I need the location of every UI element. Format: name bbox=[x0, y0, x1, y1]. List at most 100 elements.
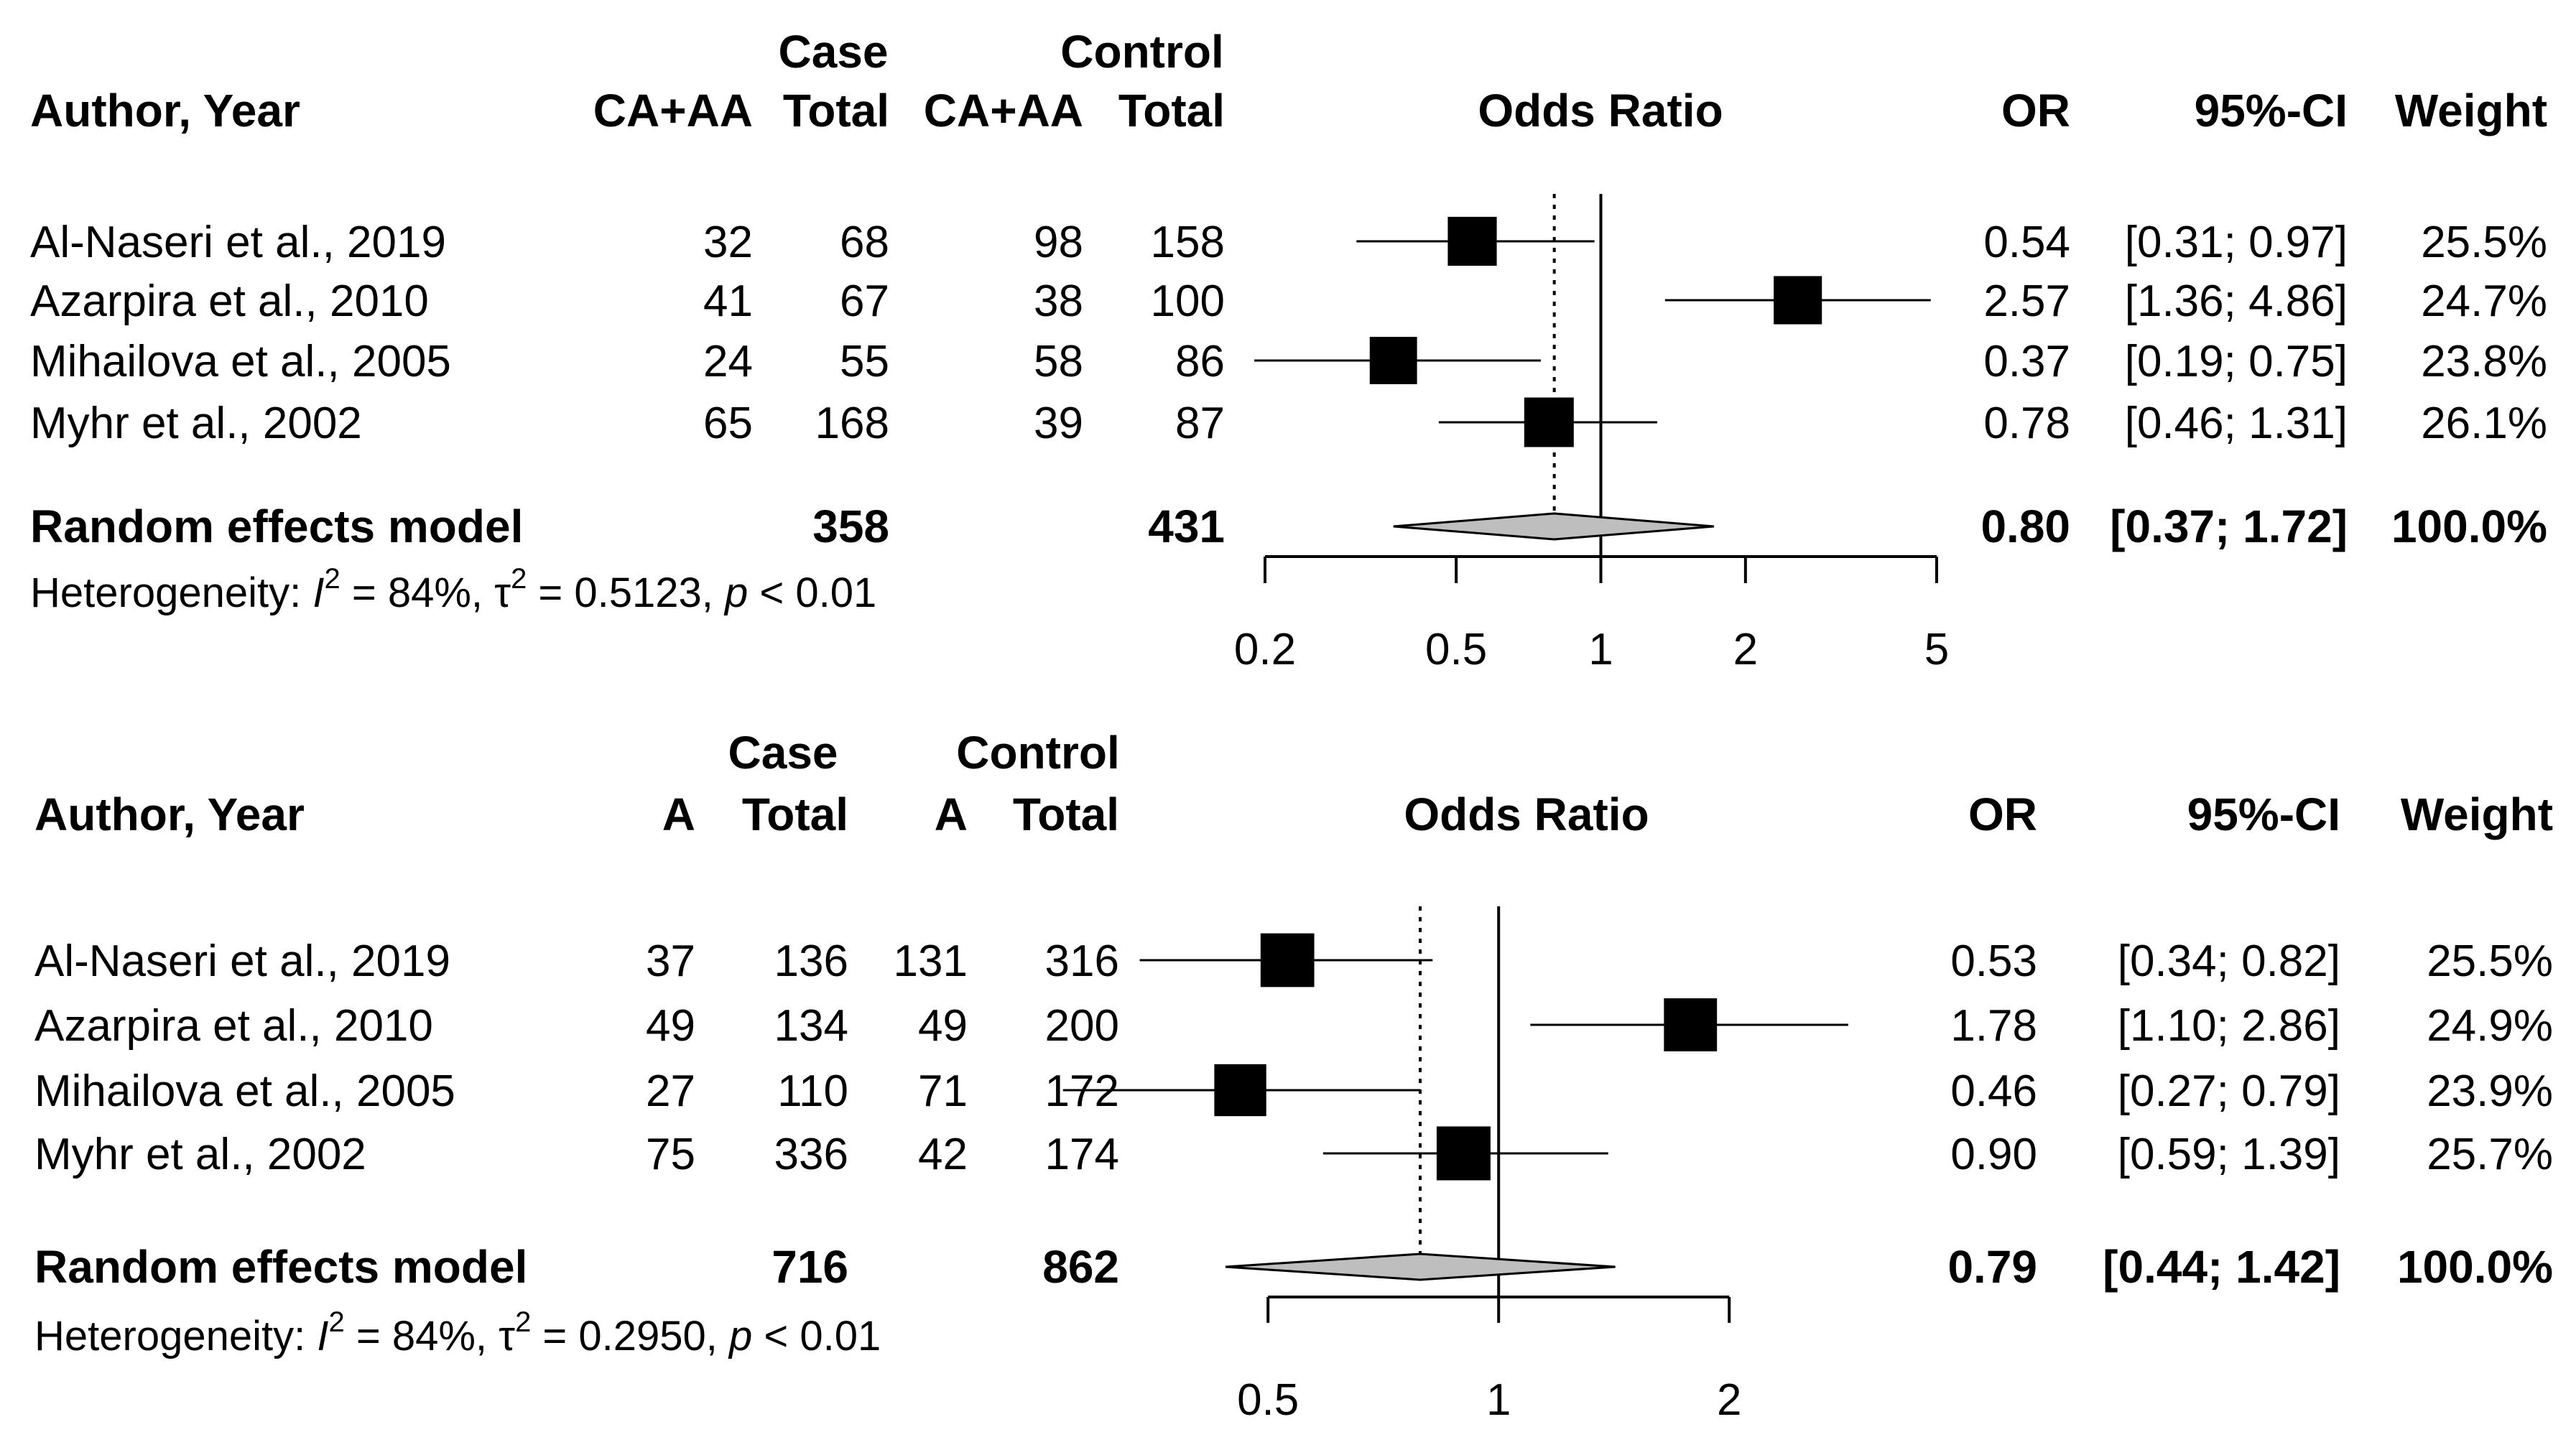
header-case: Case bbox=[779, 26, 889, 78]
study-author: Mihailova et al., 2005 bbox=[30, 337, 451, 386]
tau2-superscript: 2 bbox=[515, 1306, 531, 1338]
study-row: Al-Naseri et al., 2019 32 68 98 158 0.54 [0.31… bbox=[30, 216, 2547, 267]
study-control-total: 100 bbox=[1151, 276, 1225, 326]
header-95-ci: 95%-CI bbox=[2195, 85, 2348, 136]
study-case-total: 136 bbox=[774, 936, 848, 986]
study-author: Myhr et al., 2002 bbox=[30, 399, 362, 448]
p-value: < 0.01 bbox=[748, 570, 876, 616]
header-weight: Weight bbox=[2395, 85, 2547, 136]
i2-superscript: 2 bbox=[324, 563, 340, 595]
header-odds-ratio: Odds Ratio bbox=[1404, 789, 1649, 840]
study-ci: [0.19; 0.75] bbox=[2125, 337, 2348, 386]
study-control-events: 39 bbox=[1034, 399, 1083, 448]
forest-panel-2: Case Control Author, Year A Total A Total Odds … bbox=[34, 727, 2553, 1425]
study-or: 1.78 bbox=[1950, 1001, 2037, 1051]
study-case-total: 168 bbox=[815, 399, 889, 448]
study-weight: 23.9% bbox=[2427, 1066, 2553, 1116]
header-or: OR bbox=[1968, 789, 2037, 840]
study-control-total: 174 bbox=[1045, 1130, 1119, 1179]
tau2-symbol: τ bbox=[494, 570, 511, 616]
study-row: Al-Naseri et al., 2019 37 136 131 316 0.53 [0.… bbox=[34, 933, 2553, 987]
study-row: Azarpira et al., 2010 41 67 38 100 2.57 [1.36;… bbox=[30, 276, 2547, 326]
study-weight: 24.7% bbox=[2421, 276, 2547, 326]
pooled-weight: 100.0% bbox=[2397, 1241, 2553, 1293]
study-point-box bbox=[1214, 1064, 1266, 1117]
tau2-superscript: 2 bbox=[511, 563, 527, 595]
study-or: 0.46 bbox=[1950, 1066, 2037, 1116]
pooled-control-total: 862 bbox=[1042, 1241, 1119, 1293]
p-value: < 0.01 bbox=[752, 1313, 881, 1359]
study-point-box bbox=[1260, 933, 1315, 987]
pooled-control-total: 431 bbox=[1148, 501, 1225, 552]
study-control-total: 87 bbox=[1175, 399, 1225, 448]
pooled-diamond bbox=[1225, 1252, 1616, 1281]
study-ci: [0.46; 1.31] bbox=[2125, 399, 2348, 448]
pooled-weight: 100.0% bbox=[2391, 501, 2547, 552]
study-author: Al-Naseri et al., 2019 bbox=[30, 218, 446, 267]
study-author: Azarpira et al., 2010 bbox=[30, 276, 429, 326]
i2-symbol: I bbox=[312, 570, 324, 616]
study-weight: 24.9% bbox=[2427, 1001, 2553, 1051]
study-case-total: 336 bbox=[774, 1130, 848, 1179]
study-point-box bbox=[1774, 276, 1822, 325]
pooled-row: Random effects model 358 431 0.80 [0.37; 1.7… bbox=[30, 501, 2547, 552]
study-case-total: 55 bbox=[840, 337, 889, 386]
study-point-box bbox=[1447, 216, 1497, 266]
header-95-ci: 95%-CI bbox=[2187, 789, 2340, 840]
study-case-events: 49 bbox=[646, 1001, 695, 1051]
header-or: OR bbox=[2001, 85, 2070, 136]
study-ci: [1.10; 2.86] bbox=[2118, 1001, 2340, 1051]
study-case-total: 110 bbox=[777, 1066, 848, 1116]
study-case-events: 24 bbox=[703, 337, 753, 386]
study-case-events: 41 bbox=[703, 276, 753, 326]
study-control-events: 38 bbox=[1034, 276, 1083, 326]
study-control-total: 86 bbox=[1175, 337, 1225, 386]
heterogeneity-text: Heterogeneity: I2 = 84%, τ2 = 0.5123, p … bbox=[30, 563, 876, 616]
study-point-box bbox=[1524, 397, 1574, 447]
study-author: Al-Naseri et al., 2019 bbox=[34, 936, 450, 986]
i2-superscript: 2 bbox=[328, 1306, 344, 1338]
study-weight: 25.5% bbox=[2427, 936, 2553, 986]
header-author-year: Author, Year bbox=[34, 789, 305, 840]
header-case-total: Total bbox=[783, 85, 889, 136]
study-control-events: 58 bbox=[1034, 337, 1083, 386]
header-case: Case bbox=[728, 727, 838, 778]
pooled-case-total: 716 bbox=[772, 1241, 848, 1293]
study-weight: 25.7% bbox=[2427, 1130, 2553, 1179]
x-axis: 0.2 0.5 1 2 5 bbox=[1234, 555, 1949, 674]
tau2-value: = 0.2950, bbox=[531, 1313, 729, 1359]
study-ci: [0.31; 0.97] bbox=[2125, 218, 2348, 267]
p-symbol: p bbox=[728, 1313, 752, 1359]
x-axis-tick-label: 0.5 bbox=[1425, 625, 1487, 674]
x-axis-tick-label: 2 bbox=[1733, 625, 1758, 674]
forest-panel-1: Case Control Author, Year CA+AA Total CA+AA To… bbox=[30, 26, 2547, 674]
x-axis: 0.5 1 2 bbox=[1237, 1296, 1741, 1425]
pooled-label: Random effects model bbox=[30, 501, 523, 552]
header-control: Control bbox=[956, 727, 1120, 778]
study-control-total: 316 bbox=[1045, 936, 1119, 986]
study-author: Myhr et al., 2002 bbox=[34, 1130, 366, 1179]
study-row: Mihailova et al., 2005 27 110 71 172 0.46 [0.2… bbox=[34, 1064, 2553, 1117]
x-axis-tick-label: 1 bbox=[1588, 625, 1613, 674]
header-case-events: CA+AA bbox=[593, 85, 753, 136]
pooled-row: Random effects model 716 862 0.79 [0.44; 1.4… bbox=[34, 1241, 2553, 1293]
study-row: Azarpira et al., 2010 49 134 49 200 1.78 [1.10… bbox=[34, 998, 2553, 1051]
study-case-events: 32 bbox=[703, 218, 753, 267]
tau2-symbol: τ bbox=[499, 1313, 515, 1359]
pooled-or: 0.79 bbox=[1947, 1241, 2037, 1293]
study-point-box bbox=[1664, 998, 1718, 1051]
study-case-total: 68 bbox=[840, 218, 889, 267]
study-weight: 23.8% bbox=[2421, 337, 2547, 386]
study-row: Myhr et al., 2002 65 168 39 87 0.78 [0.46; 1.3… bbox=[30, 397, 2547, 448]
header-control-events: A bbox=[935, 789, 968, 840]
header-control: Control bbox=[1060, 26, 1224, 78]
study-case-events: 65 bbox=[703, 399, 753, 448]
study-weight: 25.5% bbox=[2421, 218, 2547, 267]
study-control-events: 131 bbox=[894, 936, 968, 986]
study-case-total: 134 bbox=[774, 1001, 848, 1051]
study-control-events: 98 bbox=[1034, 218, 1083, 267]
study-ci: [0.34; 0.82] bbox=[2118, 936, 2340, 986]
study-point-box bbox=[1436, 1126, 1491, 1181]
study-or: 0.90 bbox=[1950, 1130, 2037, 1179]
